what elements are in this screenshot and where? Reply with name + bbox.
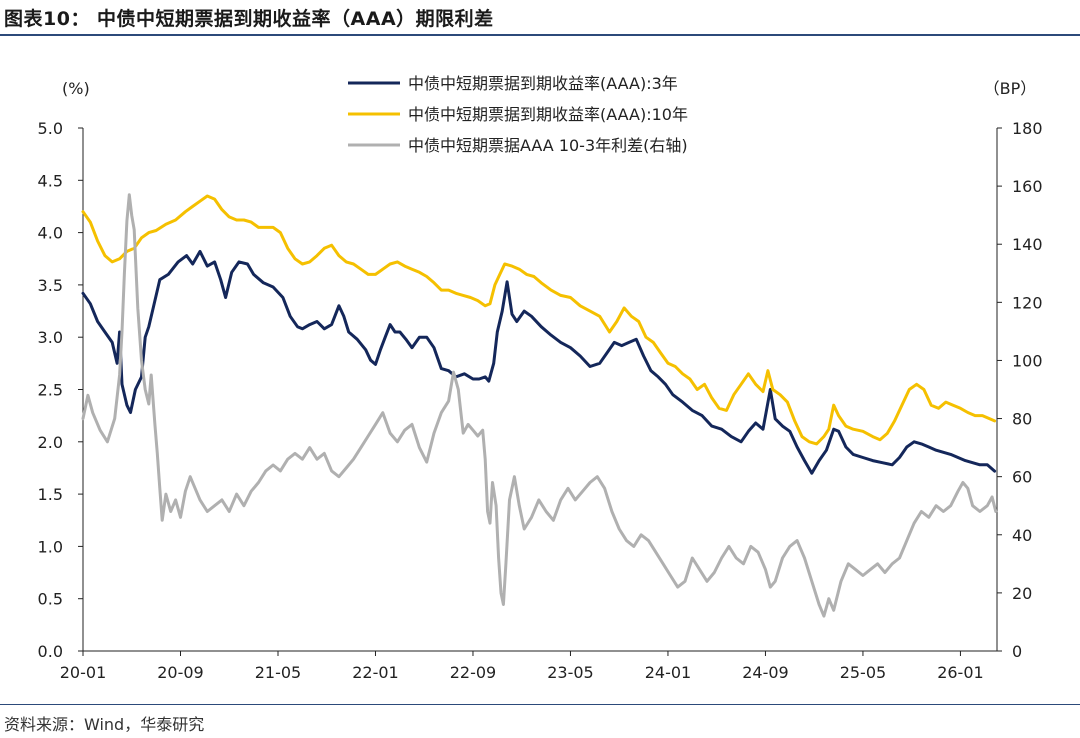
right-tick-label: 160 — [1012, 177, 1043, 196]
right-axis-unit: （BP） — [984, 79, 1037, 98]
left-tick-label: 0.5 — [38, 590, 63, 609]
left-tick-label: 2.5 — [38, 381, 63, 400]
right-tick-label: 0 — [1012, 642, 1022, 661]
left-axis-unit: (%) — [62, 79, 90, 98]
x-tick-label: 24-01 — [645, 663, 692, 682]
right-tick-label: 180 — [1012, 119, 1043, 138]
series-line-spread — [81, 193, 998, 618]
source-note: 资料来源：Wind，华泰研究 — [4, 715, 205, 734]
right-tick-label: 80 — [1012, 410, 1032, 429]
x-tick-label: 20-01 — [60, 663, 107, 682]
x-tick-label: 26-01 — [937, 663, 984, 682]
footer-rule — [0, 704, 1080, 705]
series-line-3y — [81, 249, 997, 475]
left-tick-label: 4.5 — [38, 171, 63, 190]
left-tick-label: 3.0 — [38, 328, 63, 347]
x-tick-label: 23-05 — [547, 663, 594, 682]
right-tick-label: 60 — [1012, 468, 1032, 487]
left-tick-label: 4.0 — [38, 224, 63, 243]
left-tick-label: 2.0 — [38, 433, 63, 452]
left-tick-label: 0.0 — [38, 642, 63, 661]
left-tick-label: 1.5 — [38, 485, 63, 504]
x-tick-label: 25-05 — [840, 663, 887, 682]
page-title: 图表10： 中债中短期票据到期收益率（AAA）期限利差 — [4, 8, 494, 30]
title-bar: 图表10： 中债中短期票据到期收益率（AAA）期限利差 — [0, 0, 1080, 36]
x-tick-label: 24-09 — [742, 663, 789, 682]
left-tick-label: 1.0 — [38, 537, 63, 556]
x-tick-label: 20-09 — [157, 663, 204, 682]
x-tick-label: 22-01 — [352, 663, 399, 682]
legend-label: 中债中短期票据AAA 10-3年利差(右轴) — [408, 136, 688, 155]
x-tick-label: 22-09 — [450, 663, 497, 682]
left-tick-label: 5.0 — [38, 119, 63, 138]
right-tick-label: 120 — [1012, 293, 1043, 312]
left-tick-label: 3.5 — [38, 276, 63, 295]
legend-label: 中债中短期票据到期收益率(AAA):3年 — [408, 74, 678, 93]
right-tick-label: 140 — [1012, 235, 1043, 254]
series-line-10y — [81, 194, 997, 446]
right-tick-label: 40 — [1012, 526, 1032, 545]
yield-chart: 0.0 0.5 1.0 1.5 2.0 2.5 3.0 3.5 4.0 4.5 5.0 (%) 0 20 4… — [38, 74, 1043, 682]
right-tick-label: 100 — [1012, 351, 1043, 370]
right-tick-label: 20 — [1012, 584, 1032, 603]
x-tick-label: 21-05 — [255, 663, 302, 682]
legend-label: 中债中短期票据到期收益率(AAA):10年 — [408, 105, 688, 124]
